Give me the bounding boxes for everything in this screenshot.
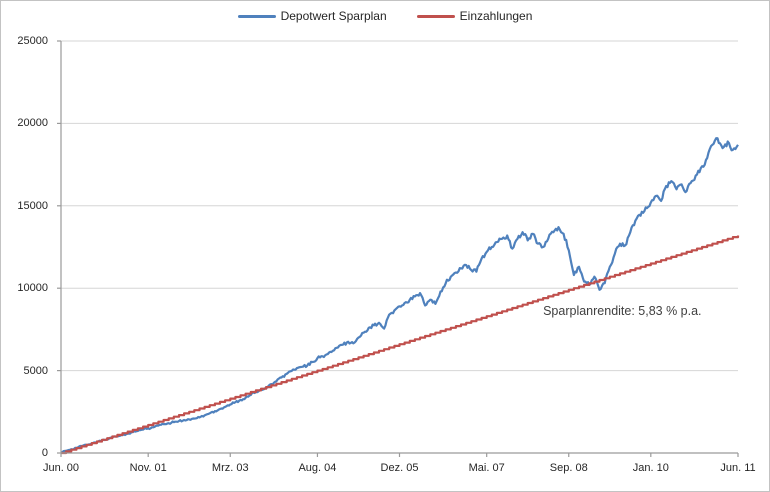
x-axis-tick-label: Mrz. 03 (211, 462, 249, 474)
y-axis-tick-label: 15000 (17, 199, 48, 212)
legend-label-einzahlungen: Einzahlungen (459, 9, 533, 23)
legend: Depotwert Sparplan Einzahlungen (1, 9, 769, 23)
sparplanrendite-annotation: Sparplanrendite: 5,83 % p.a. (543, 304, 702, 318)
einzahlungen-line-swatch (416, 14, 455, 18)
x-axis-tick-label: Nov. 01 (129, 462, 167, 474)
x-axis-tick-label: Dez. 05 (380, 462, 419, 474)
x-axis-tick-label: Mai. 07 (468, 462, 505, 474)
x-axis-tick-label: Jun. 11 (720, 462, 756, 474)
legend-item-einzahlungen: Einzahlungen (416, 9, 533, 23)
legend-item-depotwert: Depotwert Sparplan (237, 9, 387, 23)
y-axis-tick-label: 25000 (17, 35, 48, 47)
y-axis-tick-label: 20000 (17, 117, 48, 130)
x-axis-tick-label: Sep. 08 (549, 462, 588, 474)
einzahlungen-line (61, 235, 740, 455)
legend-label-depotwert: Depotwert Sparplan (280, 9, 387, 23)
y-axis-tick-label: 0 (41, 447, 48, 459)
depotwert-sparplan-line (60, 137, 739, 454)
x-axis-tick-label: Jan. 10 (632, 462, 669, 474)
x-axis-tick-label: Aug. 04 (298, 462, 337, 474)
depotwert-line-swatch (237, 14, 276, 18)
y-axis-tick-label: 10000 (17, 282, 48, 295)
x-axis-tick-label: Jun. 00 (42, 462, 80, 474)
y-axis-tick-label: 5000 (23, 364, 48, 377)
